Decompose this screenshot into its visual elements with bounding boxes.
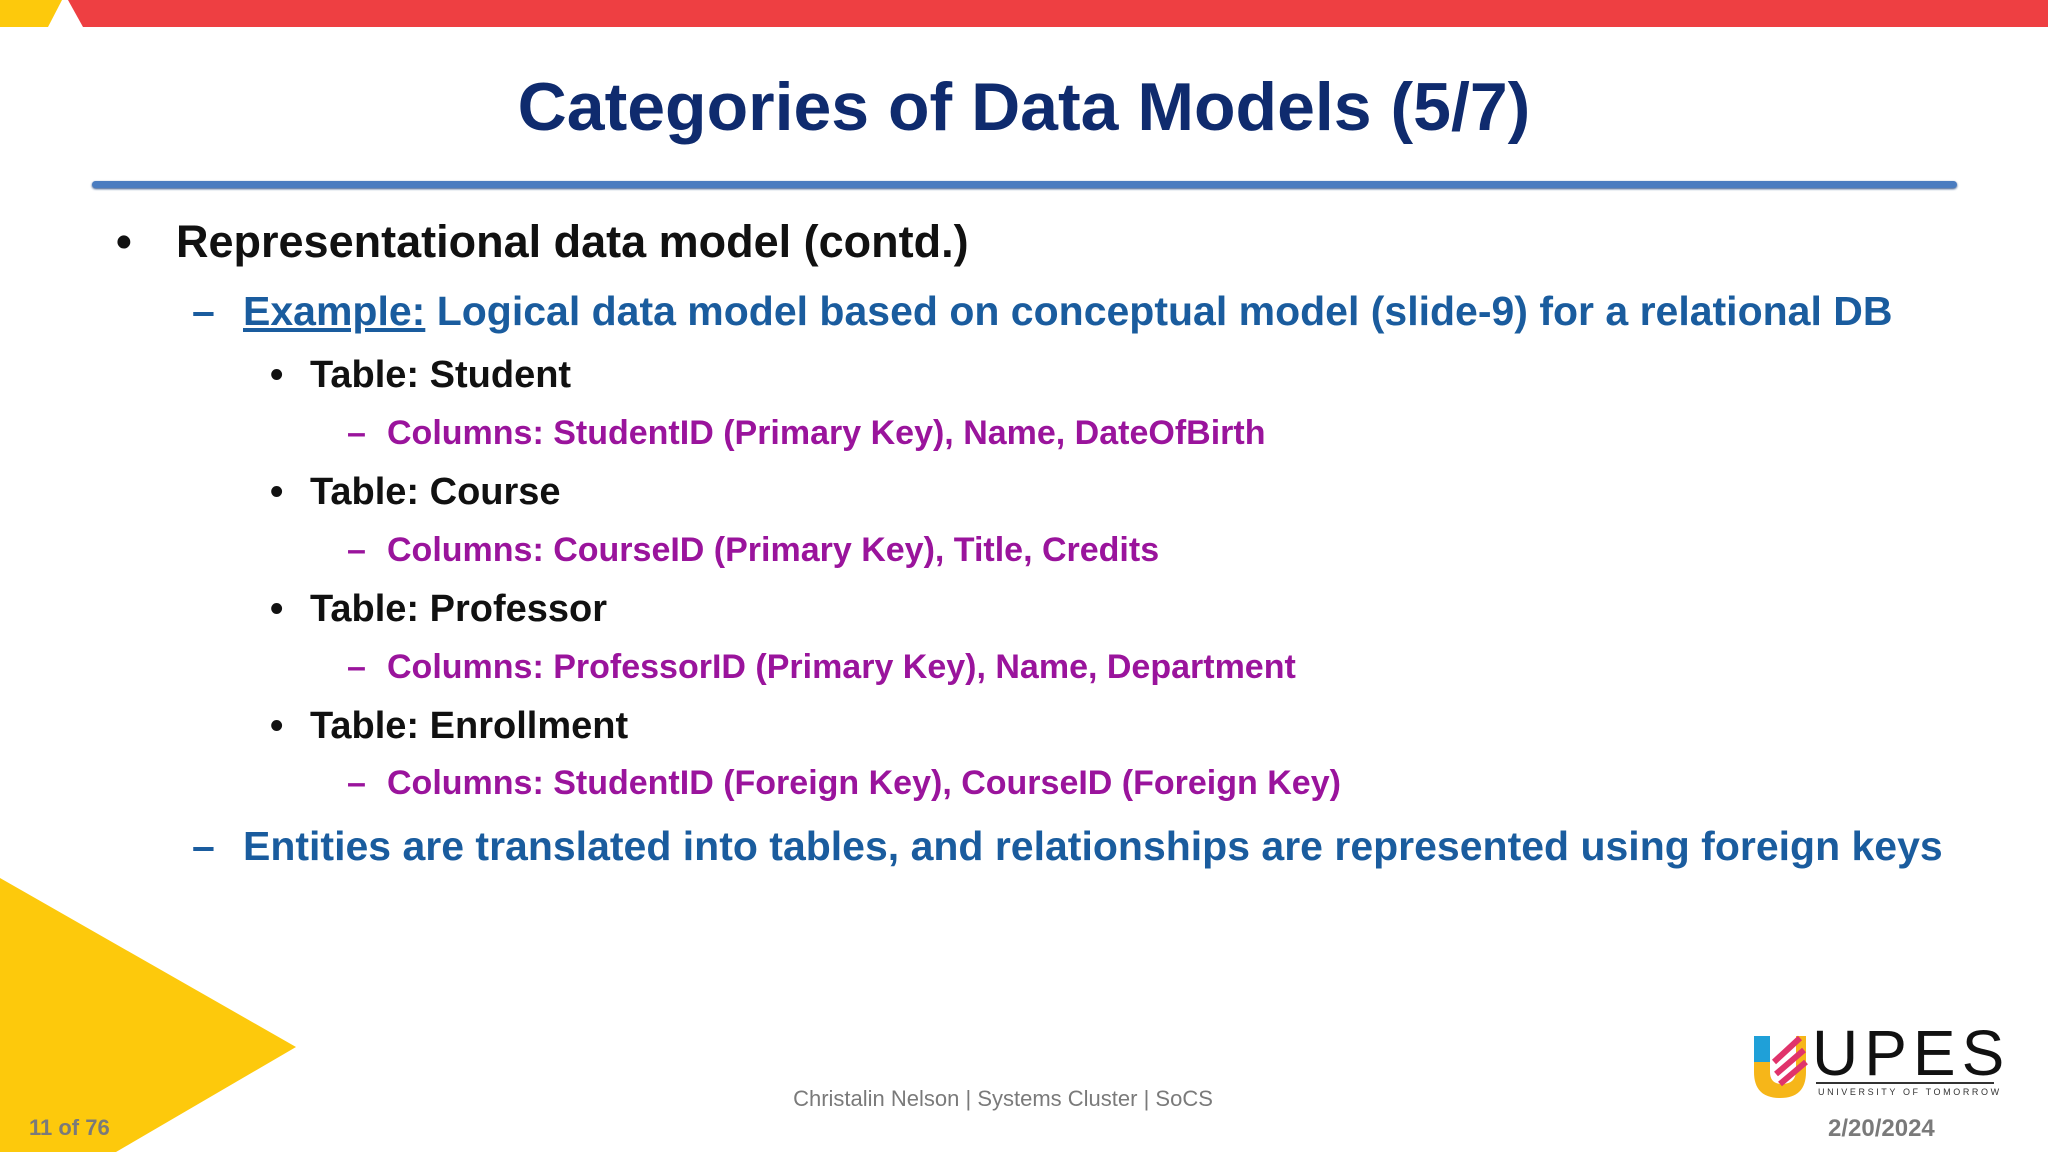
page-number: 11 of 76 bbox=[29, 1115, 110, 1140]
bullet-dot: • bbox=[116, 216, 132, 267]
corner-yellow-shape bbox=[0, 878, 296, 1152]
columns-professor: Columns: ProfessorID (Primary Key), Name… bbox=[387, 648, 1296, 686]
table-professor: Table: Professor bbox=[310, 588, 608, 630]
title-divider bbox=[92, 181, 1957, 188]
dash: – bbox=[192, 288, 215, 334]
dash: – bbox=[347, 414, 366, 452]
bullet-dot: • bbox=[270, 471, 284, 513]
footer-author: Christalin Nelson | Systems Cluster | So… bbox=[793, 1086, 1213, 1111]
table-student: Table: Student bbox=[310, 354, 572, 396]
bullet-representational: Representational data model (contd.) bbox=[176, 216, 969, 267]
example-label: Example: bbox=[243, 288, 426, 334]
columns-course: Columns: CourseID (Primary Key), Title, … bbox=[387, 531, 1160, 569]
columns-student: Columns: StudentID (Primary Key), Name, … bbox=[387, 414, 1266, 452]
dash: – bbox=[347, 764, 366, 802]
bullet-dot: • bbox=[270, 354, 284, 396]
example-text: Logical data model based on conceptual m… bbox=[425, 288, 1893, 334]
bullet-dot: • bbox=[270, 705, 284, 747]
slide-title: Categories of Data Models (5/7) bbox=[517, 69, 1531, 145]
summary-line: Entities are translated into tables, and… bbox=[243, 823, 1943, 869]
table-enrollment: Table: Enrollment bbox=[310, 705, 629, 747]
dash: – bbox=[347, 531, 366, 569]
table-course: Table: Course bbox=[310, 471, 561, 513]
slide-date: 2/20/2024 bbox=[1828, 1115, 1935, 1142]
example-line: Example: Logical data model based on con… bbox=[243, 288, 1892, 335]
logo-text: UPES bbox=[1812, 1017, 2011, 1089]
dash: – bbox=[192, 823, 215, 869]
columns-enrollment: Columns: StudentID (Foreign Key), Course… bbox=[387, 764, 1341, 802]
dash: – bbox=[347, 648, 366, 686]
bullet-dot: • bbox=[270, 588, 284, 630]
top-yellow-bar bbox=[0, 0, 62, 27]
top-red-bar bbox=[68, 0, 2048, 27]
upes-shield-icon bbox=[1754, 1035, 1808, 1098]
logo-tagline: UNIVERSITY OF TOMORROW bbox=[1818, 1087, 2002, 1097]
upes-logo: UPES UNIVERSITY OF TOMORROW bbox=[1750, 1017, 2004, 1100]
